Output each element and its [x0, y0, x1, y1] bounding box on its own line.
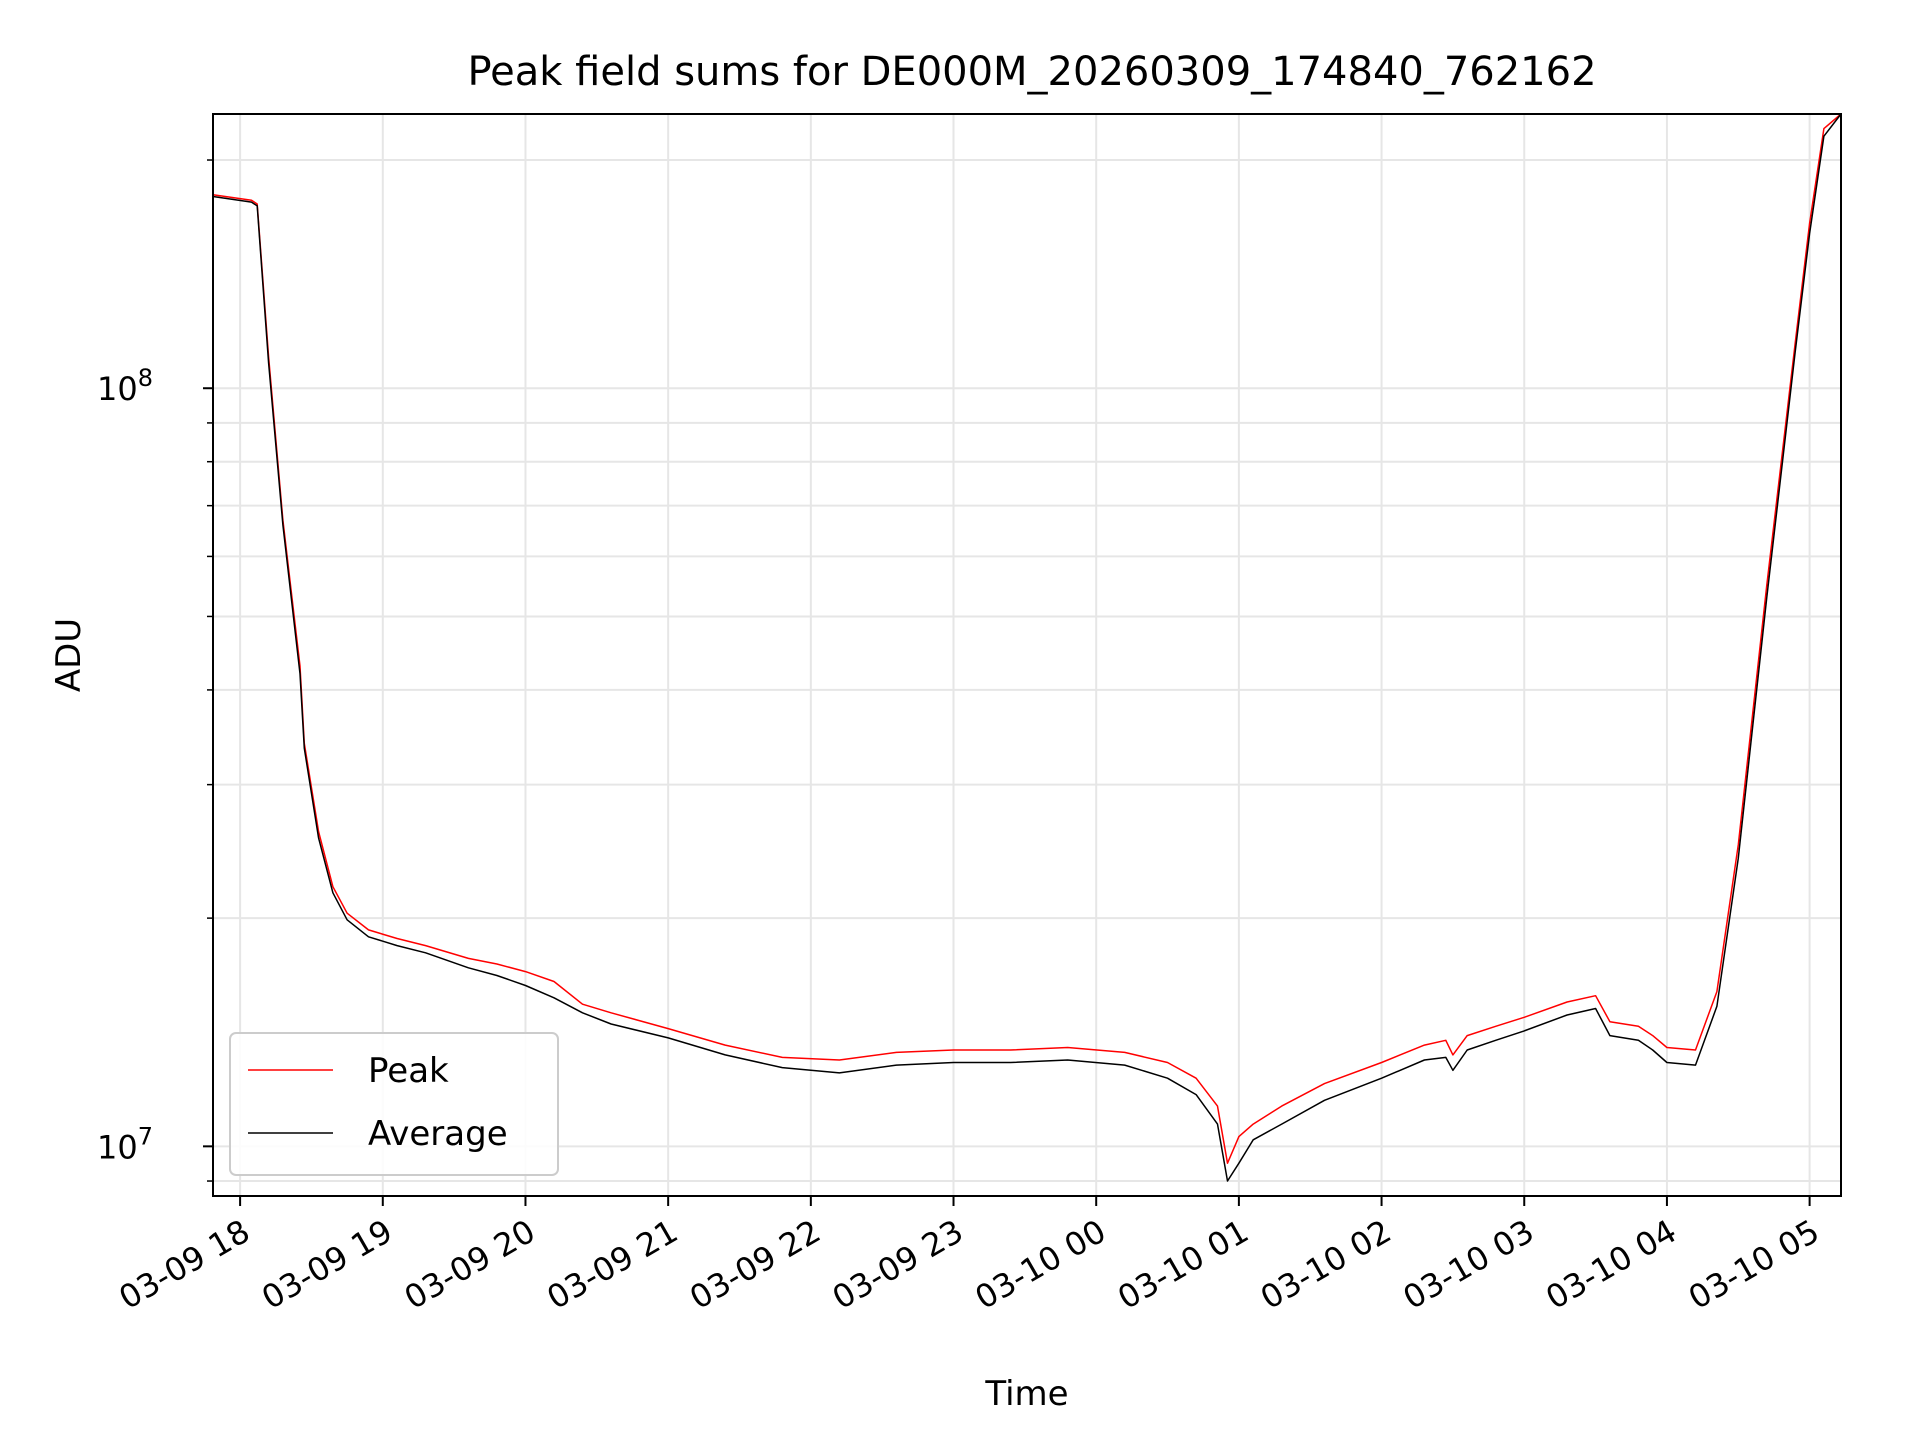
- x-tick-label: 03-09 18: [113, 1212, 257, 1317]
- grid: [213, 114, 1841, 1196]
- series-line-peak: [212, 113, 1842, 1164]
- x-tick-label: 03-10 01: [1111, 1212, 1255, 1317]
- plot-frame: [212, 113, 1842, 1197]
- x-tick-label: 03-09 23: [826, 1212, 970, 1317]
- y-axis-label: ADU: [49, 618, 89, 692]
- legend-label-average: Average: [368, 1114, 508, 1154]
- x-tick-label: 03-09 21: [541, 1212, 685, 1317]
- y-tick-label: 107: [97, 1122, 153, 1166]
- series-line-average: [212, 113, 1842, 1182]
- x-tick-label: 03-10 04: [1539, 1212, 1683, 1317]
- x-tick-label: 03-09 22: [683, 1212, 827, 1317]
- legend-box: [229, 1032, 559, 1176]
- y-tick-label: 108: [97, 364, 153, 408]
- chart-title: Peak field sums for DE000M_20260309_1748…: [467, 49, 1596, 95]
- x-tick-label: 03-10 03: [1397, 1212, 1541, 1317]
- series-layer: [212, 113, 1842, 1182]
- x-tick-label: 03-10 00: [969, 1212, 1113, 1317]
- x-tick-label: 03-10 05: [1682, 1212, 1826, 1317]
- x-tick-label: 03-10 02: [1254, 1212, 1398, 1317]
- x-axis-label: Time: [984, 1374, 1068, 1414]
- x-tick-label: 03-09 20: [398, 1212, 542, 1317]
- x-tick-label: 03-09 19: [255, 1212, 399, 1317]
- legend-label-peak: Peak: [368, 1051, 449, 1091]
- legend: Peak Average: [229, 1032, 559, 1176]
